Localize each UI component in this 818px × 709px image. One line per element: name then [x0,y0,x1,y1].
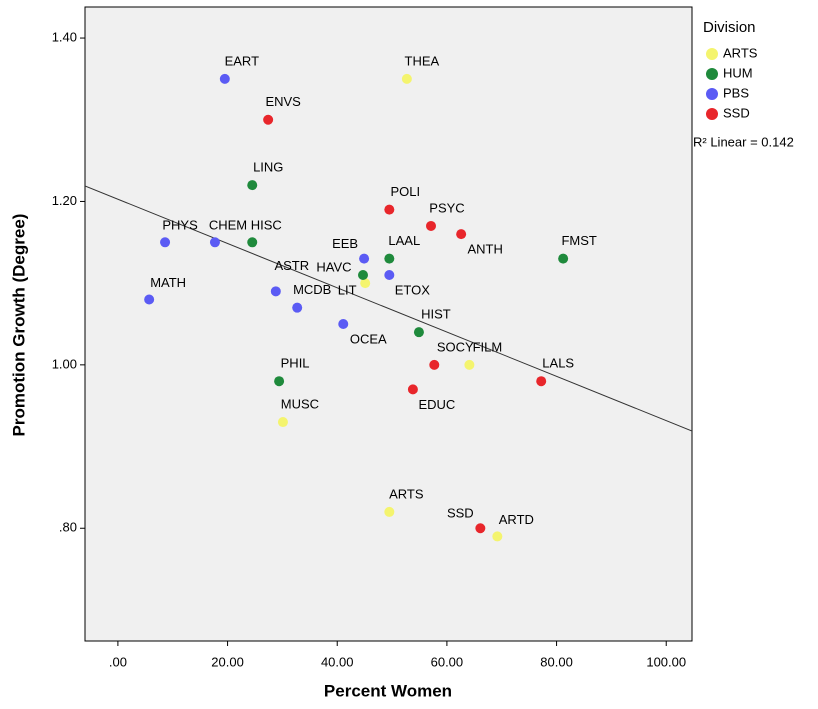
point [464,359,475,370]
point-label: FMST [561,233,596,248]
legend-title: Division [703,19,756,36]
plot-area [84,6,693,642]
y-axis-title: Promotion Growth (Degree) [9,214,28,437]
x-tick-label: .00 [109,654,127,669]
legend-label: PBS [723,85,749,100]
point [384,253,395,264]
point-label: LING [253,160,283,175]
point-label: HISC [251,218,282,233]
point-label: ANTH [467,242,502,257]
point [429,359,440,370]
point [292,302,303,313]
y-tick-label: 1.20 [52,193,77,208]
x-tick-label: 20.00 [211,654,244,669]
x-axis-title: Percent Women [324,681,452,700]
x-tick-label: 100.00 [646,654,686,669]
point [270,286,281,297]
point [384,204,395,215]
legend-marker [706,108,718,120]
x-tick-label: 40.00 [321,654,354,669]
point-label: THEA [405,53,440,68]
point-label: OCEA [350,331,387,346]
y-tick-label: 1.00 [52,356,77,371]
point [209,237,220,248]
point [247,237,258,248]
point [413,327,424,338]
point-label: LIT [338,283,357,298]
point [263,114,274,125]
point [277,417,288,428]
point-label: HAVC [316,259,351,274]
point [338,319,349,329]
point-label: EART [225,53,259,68]
point [144,294,155,305]
point [247,180,258,191]
point [492,531,503,542]
point-label: POLI [391,184,421,199]
point-label: LALS [542,356,574,371]
point-label: ASTR [274,258,309,273]
point-label: EDUC [418,397,455,412]
point-label: SSD [447,506,474,521]
legend-label: SSD [723,105,750,120]
point-label: PSYC [429,200,464,215]
point [219,73,230,84]
point [558,253,569,264]
point-label: ENVS [265,94,301,109]
point [425,220,436,231]
point [359,253,370,264]
point [160,237,171,248]
x-tick-label: 80.00 [540,654,573,669]
legend-marker [706,88,718,100]
point-label: MUSC [281,396,319,411]
point-label: MCDB [293,282,331,297]
point [360,278,371,289]
point-label: LAAL [388,233,420,248]
fit-line [85,185,692,432]
point [456,229,467,240]
point [407,384,418,395]
legend-marker [706,68,718,80]
point-label: PHYS [162,218,198,233]
point-label: CHEM [209,218,247,233]
point [536,376,547,387]
legend-label: HUM [723,65,753,80]
point-label: FILM [473,339,503,354]
point-label: PHIL [281,356,310,371]
point [274,376,285,387]
point-label: ARTS [389,486,424,501]
point-label: EEB [332,236,358,251]
point-label: SOCY [437,339,474,354]
legend-marker [706,48,718,60]
point [384,506,395,517]
point-label: HIST [421,307,451,322]
point [401,73,412,84]
point-label: ARTD [499,512,534,527]
point-label: MATH [150,275,186,290]
x-tick-label: 60.00 [431,654,464,669]
legend-label: ARTS [723,45,758,60]
y-tick-label: 1.40 [52,29,77,44]
point [358,269,369,280]
point-label: ETOX [395,282,430,297]
point [384,269,395,280]
annotation: R² Linear = 0.142 [693,134,794,149]
y-tick-label: .80 [59,520,77,535]
point [475,523,486,534]
